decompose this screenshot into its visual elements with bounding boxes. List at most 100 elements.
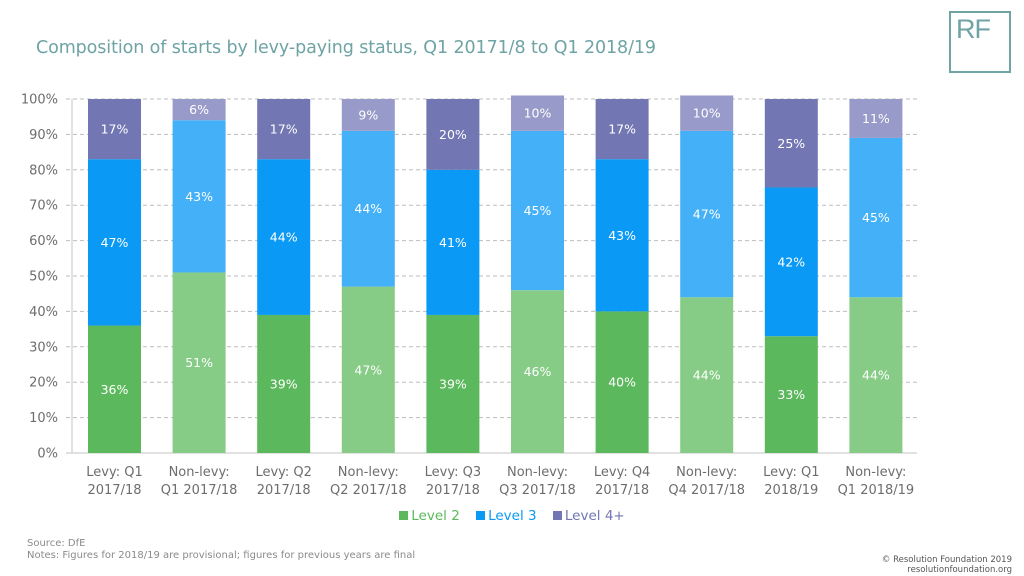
- data-label-level2: 47%: [354, 362, 382, 377]
- rf-logo-text: RF: [956, 14, 991, 44]
- legend: Level 2 Level 3 Level 4+: [0, 508, 1024, 524]
- bar-segment-level2: [426, 314, 480, 453]
- data-label-level3: 43%: [608, 228, 636, 243]
- bars: 36% 47% 17% 51% 43% 6% 39% 44% 17% 47% 44% 9% 39% 41%…: [88, 95, 903, 453]
- data-label-level4: 6%: [189, 102, 209, 117]
- bar-segment-level4: [764, 99, 818, 188]
- data-label-level4: 17%: [608, 122, 636, 137]
- data-label-level2: 44%: [693, 368, 721, 383]
- bar-segment-level3: [849, 137, 903, 298]
- y-tick-label: 60%: [29, 234, 58, 249]
- data-label-level2: 51%: [185, 355, 213, 370]
- bar-segment-level2: [680, 297, 734, 453]
- bar-segment-level2: [172, 272, 226, 453]
- x-tick-label: Non-levy:: [169, 465, 230, 480]
- y-tick-label: 10%: [29, 411, 58, 426]
- bar-segment-level2: [341, 286, 395, 453]
- x-tick-label: Non-levy:: [507, 465, 568, 480]
- data-label-level2: 46%: [524, 364, 552, 379]
- data-label-level4: 10%: [693, 106, 721, 121]
- legend-swatch-level2: [399, 511, 409, 520]
- x-tick-label: 2018/19: [764, 483, 818, 498]
- bar-segment-level3: [764, 187, 818, 337]
- data-label-level2: 39%: [270, 376, 298, 391]
- y-tick-label: 0%: [37, 447, 58, 462]
- x-tick-label: Levy: Q2: [255, 465, 311, 480]
- bar-segment-level3: [341, 130, 395, 287]
- x-tick-label: Non-levy:: [676, 465, 737, 480]
- data-label-level4: 9%: [358, 107, 378, 122]
- data-label-level4: 20%: [439, 127, 467, 142]
- data-label-level3: 45%: [524, 203, 552, 218]
- data-label-level2: 44%: [862, 368, 890, 383]
- bar-segment-level3: [511, 130, 564, 291]
- x-tick-label: Levy: Q1: [86, 465, 142, 480]
- data-label-level2: 33%: [777, 387, 805, 402]
- legend-label-level2: Level 2: [411, 508, 460, 524]
- copyright-line: © Resolution Foundation 2019: [881, 555, 1012, 565]
- data-label-level2: 39%: [439, 376, 467, 391]
- source-text: Source: DfE: [27, 538, 86, 549]
- bar-segment-level4: [257, 99, 311, 160]
- data-label-level3: 44%: [354, 201, 382, 216]
- y-tick-label: 20%: [29, 376, 58, 391]
- data-label-level2: 40%: [608, 375, 636, 390]
- data-label-level3: 43%: [185, 189, 213, 204]
- x-tick-label: Levy: Q1: [763, 465, 819, 480]
- data-label-level2: 36%: [101, 382, 129, 397]
- data-label-level4: 10%: [524, 106, 552, 121]
- x-tick-label: Q4 2017/18: [668, 483, 745, 498]
- bar-segment-level3: [88, 159, 141, 326]
- data-label-level3: 41%: [439, 235, 467, 250]
- y-axis-ticks: 0% 10% 20% 30% 40% 50% 60% 70% 80% 90% 100%: [21, 93, 58, 462]
- data-label-level4: 17%: [101, 122, 129, 137]
- legend-item-level4: Level 4+: [552, 508, 625, 524]
- bar-segment-level4: [341, 99, 395, 131]
- x-tick-label: Q3 2017/18: [499, 483, 576, 498]
- bar-segment-level4: [511, 95, 564, 131]
- legend-swatch-level3: [476, 511, 486, 520]
- bar-segment-level4: [172, 99, 226, 121]
- x-tick-label: 2017/18: [595, 483, 649, 498]
- y-tick-label: 70%: [29, 199, 58, 214]
- notes-text: Notes: Figures for 2018/19 are provision…: [27, 550, 416, 561]
- rf-logo: RF: [949, 11, 1011, 73]
- bar-segment-level2: [764, 336, 818, 453]
- x-tick-label: Q1 2018/19: [838, 483, 915, 498]
- x-tick-label: Q1 2017/18: [161, 483, 238, 498]
- bar-segment-level4: [849, 99, 903, 138]
- y-tick-label: 30%: [29, 340, 58, 355]
- y-tick-label: 50%: [29, 270, 58, 285]
- x-tick-label: Non-levy:: [338, 465, 399, 480]
- bar-segment-level3: [257, 159, 311, 315]
- x-tick-label: 2017/18: [87, 483, 141, 498]
- y-tick-label: 80%: [29, 163, 58, 178]
- bar-segment-level3: [680, 130, 734, 298]
- chart-title: Composition of starts by levy-paying sta…: [36, 38, 656, 58]
- data-label-level4: 25%: [777, 136, 805, 151]
- bar-segment-level4: [680, 95, 734, 131]
- legend-swatch-level4: [552, 511, 562, 520]
- x-tick-label: Q2 2017/18: [330, 483, 407, 498]
- bar-segment-level2: [511, 290, 564, 453]
- y-tick-label: 100%: [21, 93, 58, 108]
- bar-segment-level4: [426, 99, 480, 170]
- x-tick-label: Levy: Q4: [594, 465, 650, 480]
- bar-segment-level2: [595, 311, 649, 453]
- copyright: © Resolution Foundation 2019 resolutionf…: [882, 555, 1012, 575]
- y-tick-label: 90%: [29, 128, 58, 143]
- data-label-level4: 17%: [270, 122, 298, 137]
- legend-label-level4: Level 4+: [564, 508, 625, 524]
- bar-segment-level2: [257, 314, 311, 453]
- bar-segment-level3: [426, 169, 480, 315]
- data-label-level3: 47%: [101, 235, 129, 250]
- bar-segment-level2: [849, 297, 903, 453]
- x-tick-label: Non-levy:: [845, 465, 906, 480]
- data-label-level4: 11%: [862, 111, 890, 126]
- bar-segment-level4: [595, 99, 649, 160]
- bar-segment-level3: [172, 120, 226, 273]
- website-line: resolutionfoundation.org: [907, 565, 1012, 575]
- legend-label-level3: Level 3: [488, 508, 537, 524]
- legend-item-level2: Level 2: [399, 508, 460, 524]
- data-label-level3: 42%: [777, 254, 805, 269]
